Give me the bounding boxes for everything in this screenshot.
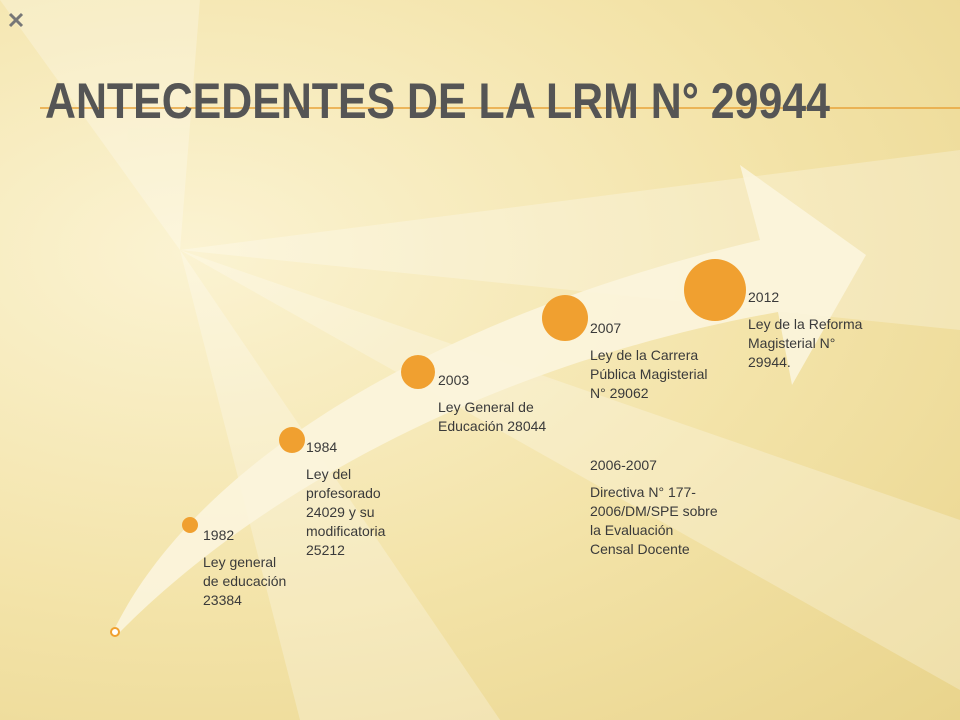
title: ANTECEDENTES DE LA LRM N° 29944 bbox=[45, 73, 830, 129]
event: 1984 Ley del profesorado 24029 y su modi… bbox=[306, 438, 418, 560]
event-year: 1982 bbox=[203, 527, 235, 543]
event: 2006-2007 Directiva N° 177-2006/DM/SPE s… bbox=[590, 456, 718, 559]
event-year: 2003 bbox=[438, 372, 470, 388]
event-year: 2012 bbox=[748, 289, 780, 305]
timeline-arrow bbox=[112, 165, 866, 634]
event-year: 1984 bbox=[306, 439, 338, 455]
event-text: Ley de la Carrera Pública Magisterial N°… bbox=[590, 347, 708, 401]
event-dot bbox=[182, 517, 198, 533]
event-text: Ley general de educación 23384 bbox=[203, 554, 287, 608]
corner-mark bbox=[8, 12, 24, 28]
event-text: Directiva N° 177-2006/DM/SPE sobre la Ev… bbox=[590, 484, 718, 557]
event-year: 2006-2007 bbox=[590, 457, 657, 473]
event: 2012 Ley de la Reforma Magisterial N° 29… bbox=[748, 288, 866, 372]
event-text: Ley del profesorado 24029 y su modificat… bbox=[306, 466, 386, 558]
start-dot bbox=[110, 627, 120, 637]
event-dot bbox=[542, 295, 588, 341]
event-text: Ley General de Educación 28044 bbox=[438, 399, 547, 434]
event: 1982 Ley general de educación 23384 bbox=[203, 526, 295, 610]
event-text: Ley de la Reforma Magisterial N° 29944. bbox=[748, 316, 863, 370]
event-dot bbox=[401, 355, 435, 389]
event: 2003 Ley General de Educación 28044 bbox=[438, 371, 563, 436]
event: 2007 Ley de la Carrera Pública Magisteri… bbox=[590, 319, 708, 403]
event-year: 2007 bbox=[590, 320, 622, 336]
event-dot bbox=[279, 427, 305, 453]
event-dot bbox=[684, 259, 746, 321]
